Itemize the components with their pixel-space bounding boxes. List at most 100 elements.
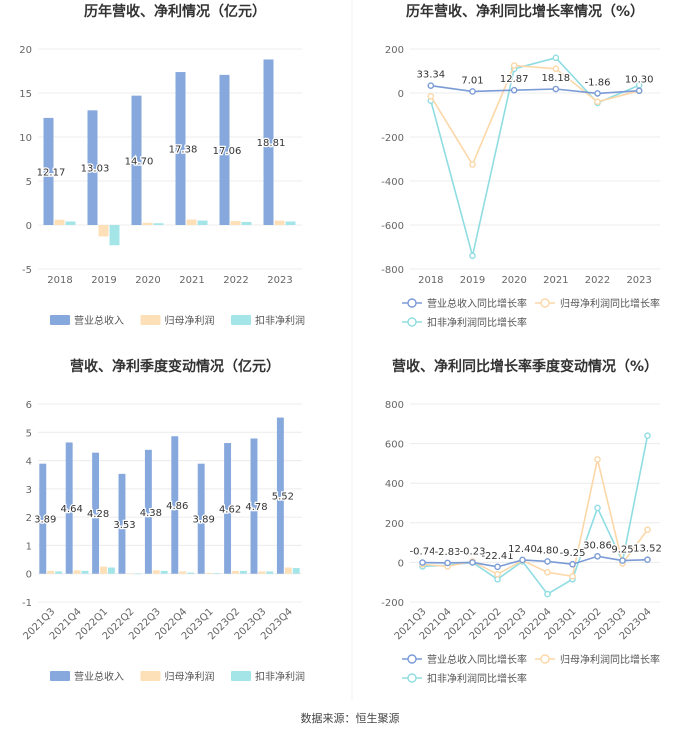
chart3-data-label: 5.52 bbox=[272, 492, 294, 503]
chart3-bar-2 bbox=[47, 570, 55, 574]
chart1-bar-2 bbox=[98, 225, 109, 237]
chart4-point-1 bbox=[594, 552, 601, 560]
chart1-bar-3 bbox=[241, 221, 252, 225]
chart2-point-1 bbox=[510, 86, 518, 94]
chart3-bar-2 bbox=[284, 567, 292, 574]
chart4-ytick-label: 200 bbox=[385, 519, 404, 530]
chart3-bar-3 bbox=[134, 573, 142, 575]
chart1-bar-1 bbox=[87, 110, 98, 225]
chart4-point-2 bbox=[494, 570, 501, 578]
chart3-bar-1 bbox=[250, 438, 258, 574]
chart3-legend-swatch bbox=[50, 671, 70, 681]
chart4-data-label: 9.25 bbox=[611, 545, 633, 556]
chart2-point-1 bbox=[427, 82, 435, 89]
chart4-point-2 bbox=[569, 572, 576, 580]
chart1-legend-label: 归母净利润 bbox=[165, 314, 215, 327]
chart3-legend-label: 扣非净利润 bbox=[255, 670, 305, 683]
chart1-ytick-label: 10 bbox=[19, 133, 32, 144]
chart2-xtick-label: 2023 bbox=[626, 275, 651, 286]
chart1-data-label: 13.03 bbox=[81, 164, 110, 175]
data-source-note: 数据来源：恒生聚源 bbox=[300, 712, 400, 725]
chart2-legend-label: 归母净利润同比增长率 bbox=[560, 297, 660, 310]
chart3-bar-2 bbox=[258, 571, 266, 574]
chart1-bar-3 bbox=[109, 225, 120, 246]
chart2-data-label: 33.34 bbox=[417, 70, 446, 81]
chart4-ytick-label: 0 bbox=[398, 558, 404, 569]
chart4-data-label: -2.83 bbox=[435, 547, 461, 558]
chart4-data-label: -0.74 bbox=[410, 547, 436, 558]
chart2-ytick-label: -600 bbox=[381, 221, 404, 232]
chart1-bar-1 bbox=[43, 117, 54, 225]
chart3-data-label: 4.62 bbox=[219, 504, 241, 515]
chart3-ytick-label: 2 bbox=[26, 513, 32, 524]
chart3-bar-2 bbox=[179, 571, 187, 574]
chart1-data-label: 18.81 bbox=[257, 138, 286, 149]
chart2-legend-marker bbox=[540, 298, 550, 308]
chart1-xtick-label: 2021 bbox=[179, 275, 204, 286]
chart4-point-3 bbox=[594, 504, 601, 512]
chart4-point-1 bbox=[619, 557, 626, 564]
chart2-ytick-label: -400 bbox=[381, 177, 404, 188]
chart4-data-label: -22.41 bbox=[481, 551, 513, 562]
chart3-data-label: 4.78 bbox=[245, 502, 267, 513]
chart2-point-1 bbox=[635, 87, 643, 95]
chart2-data-label: 12.87 bbox=[500, 74, 529, 85]
chart1-xtick-label: 2020 bbox=[135, 275, 160, 286]
chart4-legend-marker bbox=[407, 654, 417, 664]
chart3-ytick-label: 4 bbox=[26, 457, 32, 468]
chart1-bar-2 bbox=[142, 222, 153, 225]
chart3-bar-1 bbox=[276, 417, 284, 574]
chart3-ytick-label: 6 bbox=[26, 400, 32, 411]
chart1-data-label: 12.17 bbox=[37, 167, 66, 178]
chart3-ytick-label: 3 bbox=[26, 485, 32, 496]
chart3-bar-1 bbox=[65, 442, 73, 574]
chart2-xtick-label: 2021 bbox=[543, 275, 568, 286]
chart3-bar-2 bbox=[100, 566, 107, 574]
chart3-bar-3 bbox=[239, 570, 247, 574]
chart3-bar-1 bbox=[39, 463, 47, 574]
chart2-point-1 bbox=[594, 90, 601, 97]
chart4-title: 营收、净利同比增长率季度变动情况（%） bbox=[392, 358, 658, 375]
chart3-data-label: 4.28 bbox=[87, 509, 109, 520]
chart4-point-1 bbox=[519, 556, 526, 564]
chart3-bar-2 bbox=[126, 573, 134, 575]
chart4-point-1 bbox=[544, 558, 551, 565]
chart2-line-1 bbox=[430, 84, 640, 95]
chart1-legend-swatch bbox=[50, 315, 70, 325]
chart4-legend-label: 扣非净利润同比增长率 bbox=[427, 672, 527, 685]
chart3-bar-3 bbox=[213, 573, 221, 574]
chart4-point-1 bbox=[494, 563, 501, 571]
chart3-ytick-label: 0 bbox=[26, 570, 32, 581]
chart2-ytick-label: -800 bbox=[381, 265, 404, 276]
chart1-legend-label: 扣非净利润 bbox=[255, 314, 305, 327]
chart1-bar-2 bbox=[54, 219, 65, 225]
chart4-legend-label: 归母净利润同比增长率 bbox=[560, 653, 660, 666]
chart3-ytick-label: 1 bbox=[26, 541, 32, 552]
chart1-data-label: 17.06 bbox=[213, 146, 242, 157]
chart2-xtick-label: 2020 bbox=[501, 275, 526, 286]
chart3-bar-3 bbox=[187, 572, 195, 574]
chart4-legend-marker bbox=[407, 673, 417, 683]
chart1-bar-3 bbox=[153, 223, 164, 225]
chart2-xtick-label: 2022 bbox=[585, 275, 610, 286]
chart2-point-2 bbox=[427, 93, 435, 100]
chart4-ytick-label: 800 bbox=[385, 400, 404, 411]
chart2-ytick-label: -200 bbox=[381, 133, 404, 144]
chart1-bar-2 bbox=[230, 221, 241, 225]
chart1-legend-swatch bbox=[140, 315, 161, 325]
chart3-data-label: 3.89 bbox=[34, 515, 56, 526]
chart4-ytick-label: -200 bbox=[381, 598, 404, 609]
chart1-bar-3 bbox=[65, 221, 76, 225]
chart4-point-1 bbox=[644, 556, 651, 564]
chart2-point-1 bbox=[469, 88, 476, 95]
chart1-bar-2 bbox=[274, 220, 285, 225]
chart1-bar-3 bbox=[285, 221, 296, 225]
chart3-data-label: 3.89 bbox=[193, 515, 215, 526]
chart2-legend-label: 营业总收入同比增长率 bbox=[427, 297, 527, 310]
chart1-ytick-label: 20 bbox=[19, 45, 32, 56]
chart2-point-2 bbox=[552, 65, 560, 73]
chart2-point-3 bbox=[469, 252, 476, 260]
chart3-bar-3 bbox=[55, 571, 63, 574]
chart1-ytick-label: 15 bbox=[19, 89, 32, 100]
chart3-bar-3 bbox=[160, 570, 168, 574]
